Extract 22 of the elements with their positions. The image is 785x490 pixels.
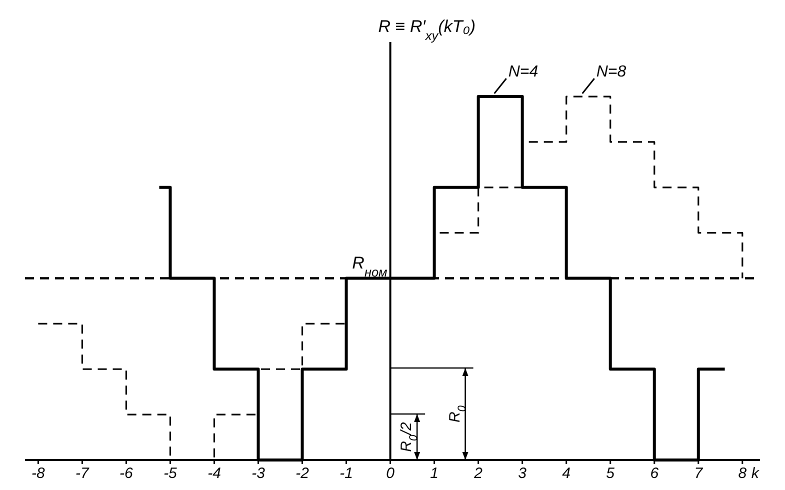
series-label: N=4 <box>508 64 538 81</box>
series-label: N=8 <box>596 64 626 81</box>
x-axis-title: k <box>751 465 760 482</box>
x-tick-label: 0 <box>386 465 396 482</box>
x-tick-label: 3 <box>518 465 528 482</box>
x-tick-label: -6 <box>120 465 134 482</box>
x-tick-label: -7 <box>76 465 90 482</box>
x-tick-label: -1 <box>340 465 353 482</box>
x-tick-label: 4 <box>562 465 571 482</box>
x-tick-label: 5 <box>606 465 616 482</box>
x-tick-label: -8 <box>32 465 46 482</box>
x-tick-label: -5 <box>164 465 178 482</box>
y-axis-title: R ≡ R′$_{xy}$(kT₀) <box>378 17 476 42</box>
x-tick-label: 7 <box>694 465 704 482</box>
x-tick-label: -3 <box>252 465 266 482</box>
x-tick-label: 1 <box>430 465 438 482</box>
x-tick-label: 2 <box>473 465 484 482</box>
x-tick-label: -2 <box>296 465 310 482</box>
x-tick-label: -4 <box>208 465 221 482</box>
ref-line-label: R$_{ном}$ <box>352 253 388 279</box>
x-tick-label: 8 <box>738 465 748 482</box>
x-tick-label: 6 <box>650 465 660 482</box>
